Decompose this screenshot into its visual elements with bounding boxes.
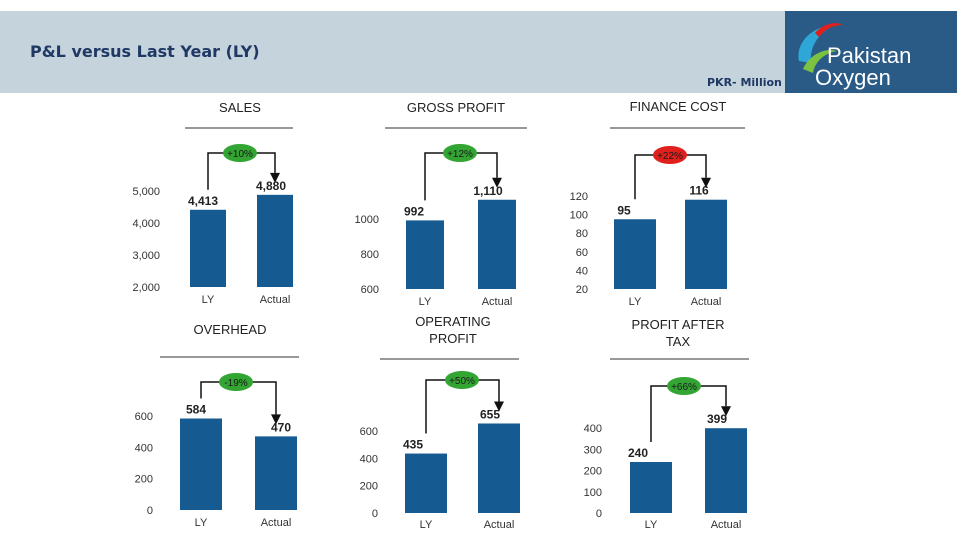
y-tick-label: 0	[147, 505, 153, 517]
y-tick-label: 2,000	[132, 282, 160, 294]
change-badge	[667, 377, 701, 395]
bar-value-label: 435	[403, 438, 423, 452]
bar-value-label: 240	[628, 446, 648, 460]
category-label: LY	[645, 519, 658, 531]
logo-mark-icon: Pakistan Oxygen	[798, 23, 911, 90]
units-note: PKR- Million	[707, 76, 782, 89]
bar-value-label: 116	[689, 184, 709, 198]
arrow-head-icon	[271, 414, 281, 425]
y-tick-label: 80	[576, 228, 588, 240]
bar-value-label: 992	[404, 204, 424, 218]
y-tick-label: 400	[584, 423, 602, 435]
category-label: Actual	[260, 294, 291, 306]
chart-title: OVERHEAD	[194, 322, 267, 337]
bar	[180, 418, 222, 510]
y-tick-label: 1000	[355, 214, 379, 226]
bar	[255, 436, 297, 510]
y-tick-label: 800	[361, 249, 379, 261]
category-label: Actual	[261, 517, 292, 529]
y-tick-label: 400	[360, 453, 378, 465]
y-tick-label: 4,000	[132, 218, 160, 230]
change-badge	[443, 144, 477, 162]
y-tick-label: 100	[570, 210, 588, 222]
bar	[685, 199, 727, 289]
y-tick-label: 40	[576, 265, 588, 277]
chart-title: PROFIT AFTER	[632, 317, 725, 332]
change-badge	[223, 144, 257, 162]
change-badge	[219, 373, 253, 391]
y-tick-label: 600	[360, 426, 378, 438]
bar	[406, 220, 444, 289]
bar-value-label: 1,110	[473, 184, 503, 198]
y-tick-label: 100	[584, 487, 602, 499]
arrow-head-icon	[492, 177, 502, 188]
bar	[405, 453, 447, 513]
category-label: LY	[419, 296, 432, 308]
y-tick-label: 120	[570, 191, 588, 203]
category-label: LY	[420, 519, 433, 531]
bar-value-label: 655	[480, 407, 500, 421]
category-label: LY	[629, 296, 642, 308]
change-badge-label: +10%	[227, 149, 253, 160]
logo-text-line1: Pakistan	[827, 43, 911, 68]
bar	[257, 194, 293, 287]
category-label: LY	[195, 517, 208, 529]
category-label: Actual	[711, 519, 742, 531]
category-label: LY	[202, 294, 215, 306]
change-badge-label: +12%	[447, 149, 473, 160]
arrow-head-icon	[270, 172, 280, 183]
bar-value-label: 4,413	[188, 194, 218, 208]
arrow-head-icon	[701, 177, 711, 188]
bar-value-label: 584	[186, 403, 206, 417]
bar-value-label: 95	[617, 203, 631, 217]
chart-title: GROSS PROFIT	[407, 100, 505, 115]
y-tick-label: 20	[576, 284, 588, 296]
y-tick-label: 200	[584, 466, 602, 478]
category-label: Actual	[482, 296, 513, 308]
chart-title: OPERATING	[415, 314, 491, 329]
bar	[478, 199, 516, 289]
bar	[190, 209, 226, 287]
bar	[705, 428, 747, 513]
y-tick-label: 0	[596, 508, 602, 520]
chart-title: TAX	[666, 334, 691, 349]
bar-value-label: 470	[271, 420, 291, 434]
arrow-head-icon	[494, 401, 504, 412]
y-tick-label: 300	[584, 444, 602, 456]
bar	[478, 423, 520, 513]
change-badge-label: +50%	[449, 376, 475, 387]
y-tick-label: 200	[135, 474, 153, 486]
category-label: Actual	[484, 519, 515, 531]
chart-title: FINANCE COST	[630, 99, 727, 114]
y-tick-label: 0	[372, 508, 378, 520]
y-tick-label: 5,000	[132, 186, 160, 198]
bar	[630, 462, 672, 513]
header-band	[0, 11, 787, 93]
bar-value-label: 399	[707, 412, 727, 426]
page-title: P&L versus Last Year (LY)	[30, 42, 260, 61]
change-badge	[445, 371, 479, 389]
logo-text-line2: Oxygen	[815, 65, 891, 90]
chart-title: PROFIT	[429, 331, 477, 346]
bar	[614, 219, 656, 289]
y-tick-label: 3,000	[132, 250, 160, 262]
y-tick-label: 60	[576, 247, 588, 259]
company-logo: Pakistan Oxygen	[785, 11, 957, 93]
category-label: Actual	[691, 296, 722, 308]
change-badge-label: -19%	[224, 378, 247, 389]
change-badge	[653, 146, 687, 164]
y-tick-label: 400	[135, 442, 153, 454]
y-tick-label: 200	[360, 481, 378, 493]
change-badge-label: +22%	[657, 151, 683, 162]
y-tick-label: 600	[135, 411, 153, 423]
bar-value-label: 4,880	[256, 179, 286, 193]
chart-title: SALES	[219, 100, 261, 115]
y-tick-label: 600	[361, 284, 379, 296]
change-badge-label: +66%	[671, 382, 697, 393]
arrow-head-icon	[721, 406, 731, 417]
